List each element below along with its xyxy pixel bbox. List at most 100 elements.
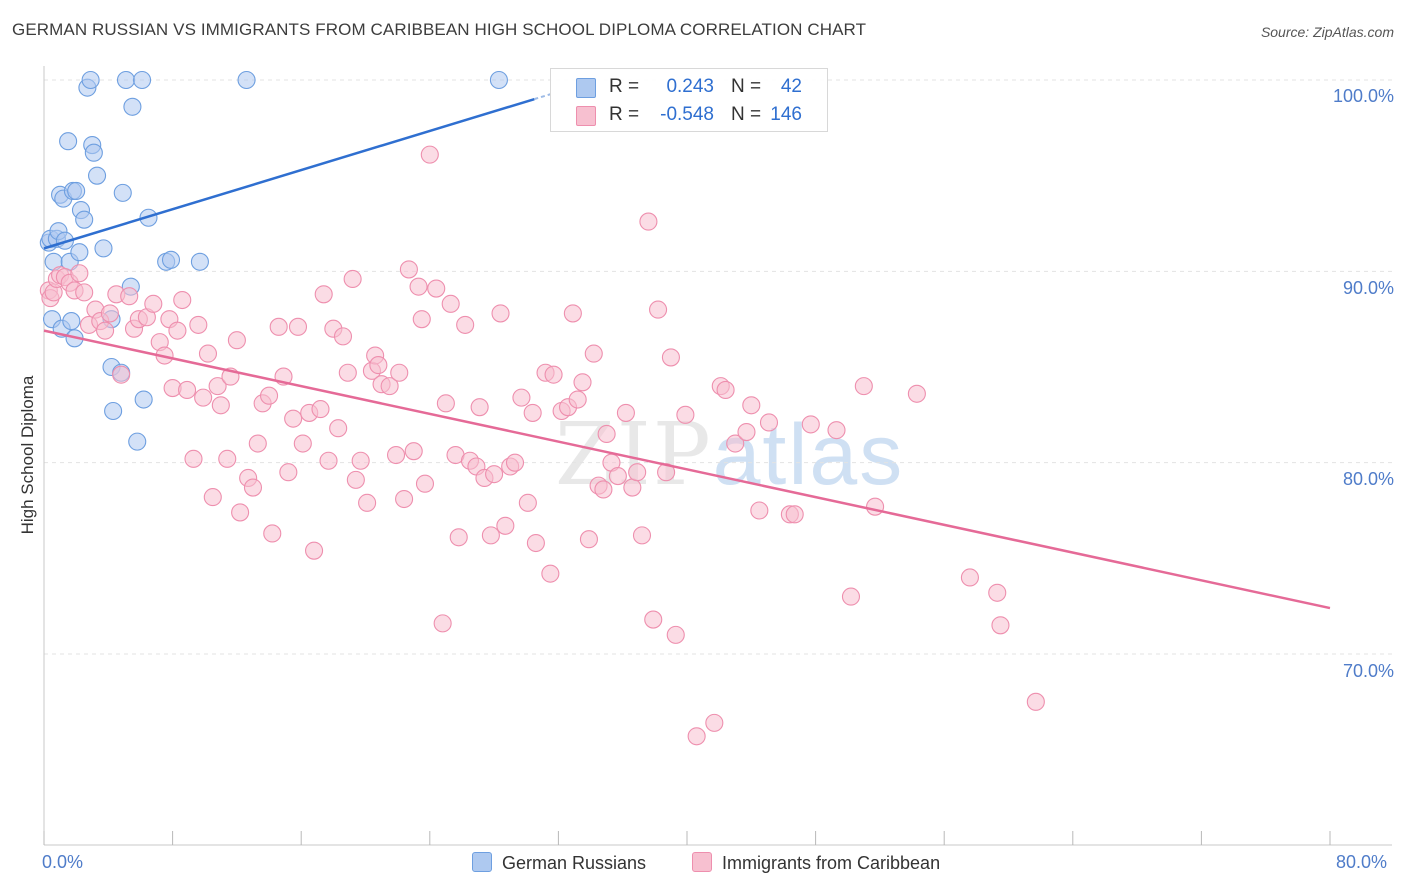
- caribbean-point: [518, 493, 537, 512]
- legend-r-label: R =: [609, 76, 640, 97]
- german-russians-point: [84, 143, 103, 162]
- bottom-legend-label: German Russians: [502, 853, 647, 873]
- caribbean-point: [960, 568, 979, 587]
- caribbean-point: [705, 713, 724, 732]
- caribbean-point: [750, 501, 769, 520]
- german-russians-point: [237, 70, 256, 90]
- german-russians-point: [489, 70, 508, 90]
- caribbean-point: [243, 478, 263, 497]
- caribbean-point: [338, 363, 357, 382]
- caribbean-point: [329, 419, 348, 438]
- caribbean-point: [198, 344, 218, 363]
- caribbean-point: [470, 398, 489, 417]
- legend-r-label: R =: [609, 104, 640, 125]
- caribbean-point: [259, 386, 279, 405]
- caribbean-point: [632, 526, 652, 545]
- caribbean-point: [481, 526, 500, 545]
- caribbean-point: [284, 409, 303, 428]
- legend-n-label: N =: [731, 104, 762, 125]
- y-tick-label: 70.0%: [1342, 661, 1394, 681]
- x-tick-label: 0.0%: [42, 852, 84, 872]
- caribbean-point: [841, 587, 861, 606]
- caribbean-point: [420, 145, 439, 164]
- caribbean-point: [573, 373, 592, 392]
- caribbean-point: [505, 453, 525, 472]
- y-tick-label: 90.0%: [1342, 278, 1394, 298]
- caribbean-point: [248, 434, 267, 453]
- caribbean-point: [218, 449, 237, 468]
- caribbean-point: [742, 396, 761, 415]
- caribbean-point: [628, 463, 647, 482]
- caribbean-point: [785, 505, 804, 524]
- legend-row-german-russians: R = 0.243 N = 42: [551, 73, 827, 101]
- caribbean-point: [579, 530, 598, 549]
- german-russians-point: [62, 312, 81, 331]
- caribbean-point: [649, 300, 668, 319]
- caribbean-point: [616, 403, 635, 422]
- caribbean-point: [100, 304, 119, 323]
- legend-r-value: 0.243: [666, 76, 714, 97]
- caribbean-point: [369, 356, 388, 375]
- caribbean-point: [1026, 692, 1045, 711]
- bottom-legend-swatch: [472, 852, 492, 872]
- caribbean-point: [346, 470, 365, 489]
- german-russians-point: [123, 97, 142, 116]
- legend-n-value: 42: [780, 76, 802, 97]
- y-tick-label: 100.0%: [1332, 86, 1394, 106]
- caribbean-point: [676, 405, 695, 424]
- caribbean-point: [526, 533, 545, 553]
- caribbean-point: [409, 277, 428, 296]
- german-russians-point: [81, 70, 100, 90]
- german-russians-trendline: [43, 97, 535, 250]
- bottom-legend-swatch: [692, 852, 712, 872]
- caribbean-point: [395, 489, 414, 509]
- caribbean-point: [311, 400, 330, 419]
- chart-source: Source: ZipAtlas.com: [1260, 24, 1394, 40]
- correlation-legend: R = 0.243 N = 42 R = -0.548 N = 146: [550, 68, 828, 132]
- chart-title: GERMAN RUSSIAN VS IMMIGRANTS FROM CARIBB…: [12, 20, 867, 39]
- legend-r-value: -0.548: [660, 104, 714, 125]
- caribbean-point: [412, 310, 431, 329]
- caribbean-point: [189, 315, 208, 334]
- x-tick-label: 80.0%: [1336, 852, 1388, 872]
- caribbean-point: [639, 212, 658, 231]
- caribbean-point: [687, 727, 706, 746]
- caribbean-point: [70, 264, 89, 283]
- caribbean-point: [988, 583, 1007, 602]
- caribbean-point: [231, 503, 250, 522]
- caribbean-point: [208, 377, 227, 396]
- caribbean-point: [661, 348, 680, 367]
- caribbean-point: [427, 279, 446, 298]
- caribbean-point: [441, 294, 460, 313]
- caribbean-point: [96, 321, 115, 340]
- legend-n-label: N =: [731, 76, 762, 97]
- caribbean-point: [827, 421, 846, 440]
- caribbean-point: [716, 380, 735, 400]
- caribbean-point: [623, 478, 642, 497]
- caribbean-point: [288, 317, 308, 336]
- german-russians-point: [134, 390, 153, 409]
- caribbean-point: [168, 321, 187, 340]
- german-russians-point: [128, 432, 147, 451]
- caribbean-point: [380, 377, 399, 396]
- caribbean-point: [279, 463, 298, 482]
- caribbean-point: [358, 493, 377, 512]
- bottom-legend-caribbean: Immigrants from Caribbean: [692, 852, 940, 874]
- caribbean-point: [584, 344, 603, 363]
- caribbean-point: [194, 388, 213, 407]
- caribbean-point: [184, 449, 203, 468]
- bottom-legend-label: Immigrants from Caribbean: [722, 853, 941, 873]
- caribbean-point: [866, 497, 885, 516]
- caribbean-point: [491, 304, 510, 323]
- german-russians-point: [59, 132, 78, 151]
- caribbean-point: [390, 363, 409, 382]
- caribbean-point: [178, 380, 197, 400]
- legend-swatch: [576, 78, 596, 98]
- caribbean-point: [227, 331, 246, 350]
- caribbean-point: [436, 394, 455, 413]
- caribbean-point: [415, 474, 435, 493]
- caribbean-point: [608, 467, 627, 486]
- caribbean-point: [854, 377, 873, 396]
- caribbean-point: [75, 283, 94, 302]
- german-russians-point: [94, 239, 113, 258]
